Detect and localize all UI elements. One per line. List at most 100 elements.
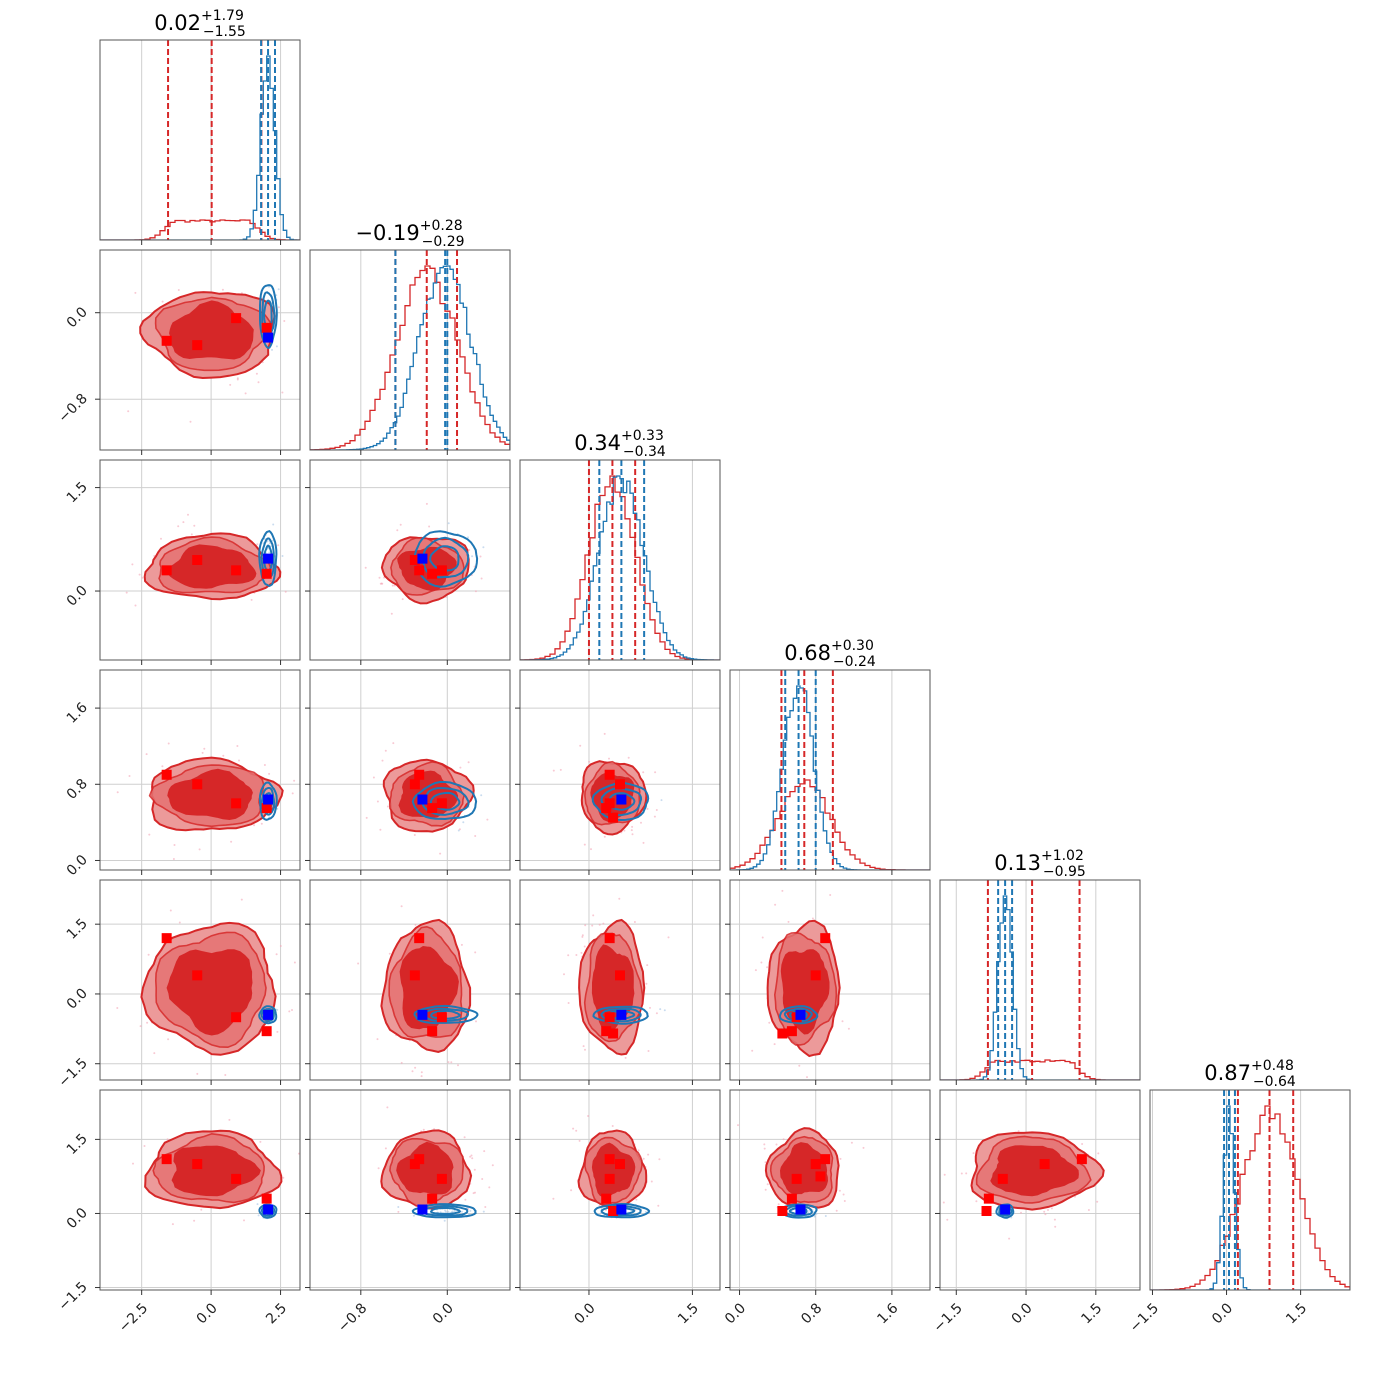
marker-red xyxy=(436,1012,447,1023)
panel-body xyxy=(100,250,312,450)
sample-point-red xyxy=(474,590,477,593)
sample-point-red xyxy=(582,1045,585,1048)
sample-point-red xyxy=(623,829,626,832)
panel-0-0: 0.02+1.79 −1.55 xyxy=(99,8,301,245)
panel-5-5: 0.87+0.48 −0.64 −1.5 0.0 1.5 xyxy=(1127,1058,1351,1336)
marker-red xyxy=(601,1026,612,1037)
sample-point-red xyxy=(138,573,141,576)
sample-point-red xyxy=(473,1168,476,1171)
sample-point-blue xyxy=(268,542,271,545)
panel-3-3: 0.68+0.30 −0.24 xyxy=(729,638,931,875)
histogram-red xyxy=(520,475,720,660)
panel-body xyxy=(520,460,720,660)
histogram-red xyxy=(1150,1105,1350,1290)
sample-point-red xyxy=(169,909,172,912)
sample-point-red xyxy=(552,769,555,772)
sample-point-red xyxy=(388,952,391,955)
sample-point-red xyxy=(581,934,584,937)
sample-point-red xyxy=(570,1189,573,1192)
title-minus: −0.24 xyxy=(833,654,876,670)
sample-point-red xyxy=(1096,1200,1099,1203)
sample-point-red xyxy=(781,889,784,892)
sample-point-red xyxy=(468,549,471,551)
y-tick-label: 0.8 xyxy=(64,776,91,803)
panel-body xyxy=(940,1090,1140,1290)
panel-frame xyxy=(309,1089,511,1291)
marker-blue xyxy=(417,553,428,564)
sample-point-red xyxy=(379,828,382,831)
sample-point-red xyxy=(598,1204,601,1207)
contour-blue-1 xyxy=(260,1007,275,1023)
sample-point-red xyxy=(38,518,40,520)
y-tick-label: 1.6 xyxy=(64,700,91,727)
sample-point-blue xyxy=(277,288,280,291)
panel-body xyxy=(100,670,300,870)
sample-point-red xyxy=(1087,1209,1090,1211)
sample-point-red xyxy=(189,420,192,423)
panel-frame xyxy=(99,249,301,451)
sample-point-red xyxy=(224,861,226,863)
panel-5-1: −0.8 0.0 xyxy=(305,1089,511,1336)
contour-blue-0 xyxy=(411,781,478,821)
sample-point-red xyxy=(603,732,606,735)
marker-red xyxy=(786,1026,797,1037)
sample-point-red xyxy=(646,807,649,810)
marker-red xyxy=(427,568,438,579)
title-minus: −0.95 xyxy=(1043,864,1086,880)
title-plus: +1.79 xyxy=(201,8,244,24)
sample-point-blue xyxy=(276,1008,279,1011)
sample-point-red xyxy=(224,1074,227,1076)
sample-point-blue xyxy=(272,523,275,526)
sample-point-red xyxy=(763,1147,766,1150)
sample-point-red xyxy=(481,1178,484,1180)
marker-red xyxy=(192,555,203,565)
panel-body xyxy=(730,670,930,870)
y-tick-label: −1.5 xyxy=(55,1279,90,1314)
sample-point-red xyxy=(420,1075,423,1078)
sample-point-blue xyxy=(467,1213,470,1216)
sample-point-red xyxy=(128,775,131,777)
marker-blue xyxy=(795,1009,806,1020)
sample-point-red xyxy=(125,591,128,594)
histogram-blue xyxy=(310,265,510,450)
sample-point-red xyxy=(754,969,757,972)
sample-point-blue xyxy=(397,1206,400,1208)
sample-point-red xyxy=(310,368,312,370)
marker-red xyxy=(192,1159,203,1170)
sample-point-red xyxy=(134,291,137,294)
marker-red xyxy=(608,812,619,823)
panel-body xyxy=(100,1090,300,1290)
panel-frame xyxy=(309,249,511,451)
sample-point-red xyxy=(376,800,379,803)
histogram-red xyxy=(310,265,510,450)
marker-red xyxy=(409,779,420,790)
sample-point-red xyxy=(835,1209,838,1212)
sample-point-red xyxy=(590,848,592,851)
panel-1-0: −0.8 0.0 xyxy=(55,249,312,455)
sample-point-red xyxy=(450,1061,453,1064)
marker-red xyxy=(414,565,425,576)
marker-red xyxy=(261,1193,272,1204)
sample-point-red xyxy=(173,844,176,846)
sample-point-red xyxy=(303,335,305,337)
histogram-blue xyxy=(520,475,720,660)
sample-point-red xyxy=(657,1204,660,1207)
sample-point-red xyxy=(372,776,375,779)
sample-point-red xyxy=(399,523,402,526)
sample-point-blue xyxy=(660,799,663,802)
sample-point-red xyxy=(161,765,164,768)
sample-point-red xyxy=(611,1125,614,1127)
sample-point-red xyxy=(647,1153,650,1156)
sample-point-red xyxy=(414,1066,417,1069)
panel-frame xyxy=(1149,1089,1351,1291)
marker-red xyxy=(414,769,425,780)
panel-3-0: 0.0 0.8 1.6 xyxy=(64,669,301,879)
sample-point-red xyxy=(141,576,144,579)
sample-point-red xyxy=(751,1049,754,1052)
sample-point-red xyxy=(654,771,657,774)
marker-red xyxy=(409,1159,420,1170)
sample-point-red xyxy=(575,954,578,956)
sample-point-red xyxy=(774,903,777,906)
sample-point-red xyxy=(447,1061,450,1064)
panel-3-1 xyxy=(305,669,511,875)
